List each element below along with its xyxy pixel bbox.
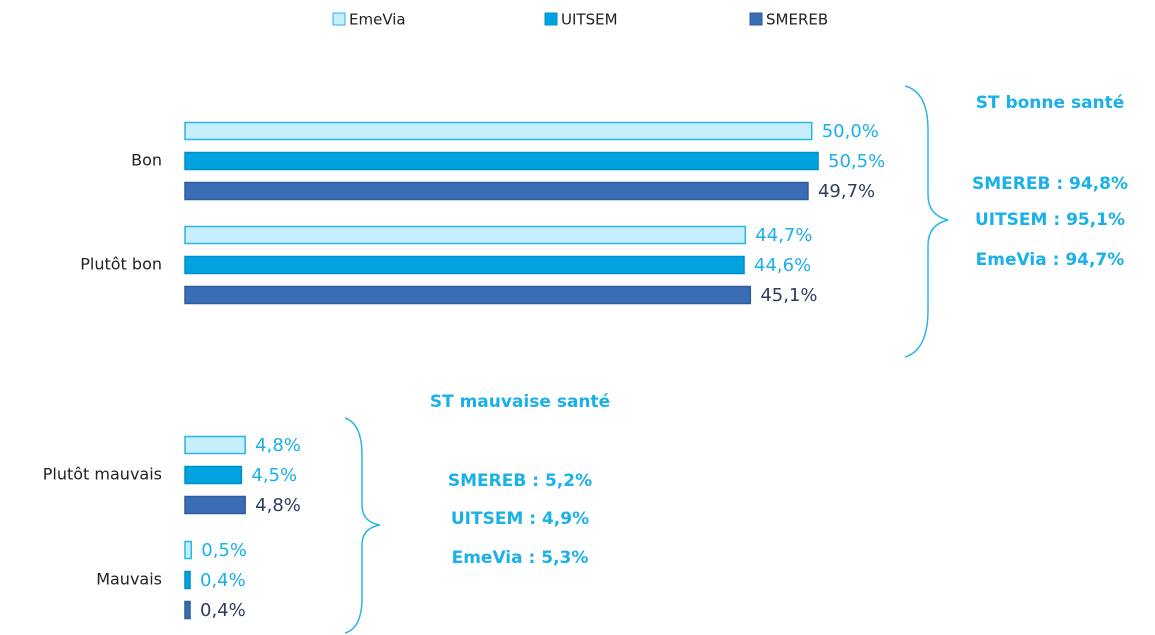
value-label: 49,7% — [818, 181, 875, 202]
legend-swatch — [332, 12, 346, 26]
bar — [184, 540, 193, 560]
bar — [184, 181, 809, 201]
value-label: 50,0% — [822, 121, 879, 142]
annotation-line: SMEREB : 5,2% — [448, 471, 592, 491]
legend-label: EmeVia — [349, 11, 406, 29]
bar — [184, 255, 745, 275]
bar — [184, 285, 752, 305]
value-label: 45,1% — [760, 285, 817, 306]
value-label: 4,5% — [251, 465, 297, 486]
annotation-line: UITSEM : 95,1% — [975, 210, 1125, 230]
value-label: 44,7% — [755, 225, 812, 246]
value-label: 0,4% — [200, 600, 246, 621]
annotation-title: ST mauvaise santé — [430, 392, 610, 412]
brace-good — [904, 85, 949, 358]
category-label: Mauvais — [96, 570, 162, 589]
bar — [184, 465, 243, 485]
value-label: 44,6% — [754, 255, 811, 276]
annotation-line: UITSEM : 4,9% — [451, 509, 589, 529]
annotation-title: ST bonne santé — [976, 93, 1125, 113]
legend-label: UITSEM — [561, 11, 618, 29]
value-label: 0,4% — [200, 570, 246, 591]
bar — [184, 495, 246, 515]
value-label: 0,5% — [201, 540, 247, 561]
bar — [184, 570, 191, 590]
bar — [184, 600, 191, 620]
value-label: 50,5% — [828, 151, 885, 172]
legend-swatch — [749, 12, 763, 26]
bar — [184, 151, 819, 171]
bar — [184, 225, 747, 245]
value-label: 4,8% — [255, 435, 301, 456]
legend-swatch — [544, 12, 558, 26]
brace-bad — [344, 417, 381, 634]
category-label: Plutôt mauvais — [43, 465, 162, 484]
bar — [184, 121, 813, 141]
legend-label: SMEREB — [766, 11, 828, 29]
category-label: Bon — [131, 151, 162, 170]
annotation-line: EmeVia : 94,7% — [976, 250, 1125, 270]
bar — [184, 435, 246, 455]
annotation-line: EmeVia : 5,3% — [452, 548, 589, 568]
category-label: Plutôt bon — [80, 255, 162, 274]
annotation-line: SMEREB : 94,8% — [972, 174, 1128, 194]
value-label: 4,8% — [255, 495, 301, 516]
